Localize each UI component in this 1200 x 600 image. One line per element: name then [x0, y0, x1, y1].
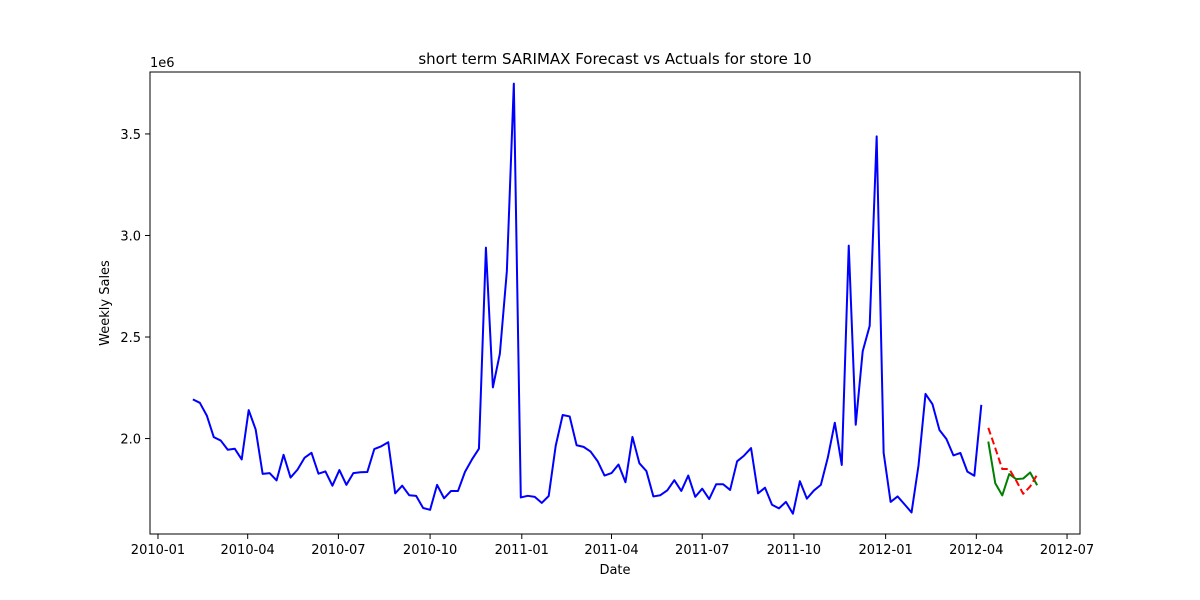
- x-tick-label: 2011-01: [495, 543, 549, 558]
- chart-title: short term SARIMAX Forecast vs Actuals f…: [418, 50, 811, 68]
- y-axis: 2.0 2.5 3.0 3.5: [120, 128, 150, 448]
- x-tick-label: 2012-01: [858, 543, 912, 558]
- x-tick-label: 2010-01: [131, 543, 185, 558]
- x-tick-label: 2011-07: [675, 543, 729, 558]
- x-tick-label: 2011-04: [584, 543, 638, 558]
- y-tick-label: 3.5: [120, 128, 141, 143]
- forecast-line: [987, 427, 1039, 495]
- x-tick-label: 2011-10: [767, 543, 821, 558]
- x-tick-label: 2012-07: [1040, 543, 1094, 558]
- x-tick-label: 2012-04: [949, 543, 1003, 558]
- y-tick-label: 3.0: [120, 229, 141, 244]
- x-axis: 2010-01 2010-04 2010-07 2010-10 2011-01 2011-…: [131, 534, 1094, 558]
- actuals-line: [192, 82, 983, 515]
- x-tick-label: 2010-07: [311, 543, 365, 558]
- y-axis-label: Weekly Sales: [98, 260, 113, 346]
- series-layer: [192, 82, 1039, 515]
- x-tick-label: 2010-04: [221, 543, 275, 558]
- y-tick-label: 2.0: [120, 433, 141, 448]
- y-tick-label: 2.5: [120, 331, 141, 346]
- y-offset-label: 1e6: [150, 56, 175, 71]
- x-axis-label: Date: [599, 563, 630, 578]
- plot-frame: [149, 71, 1081, 535]
- x-tick-label: 2010-10: [403, 543, 457, 558]
